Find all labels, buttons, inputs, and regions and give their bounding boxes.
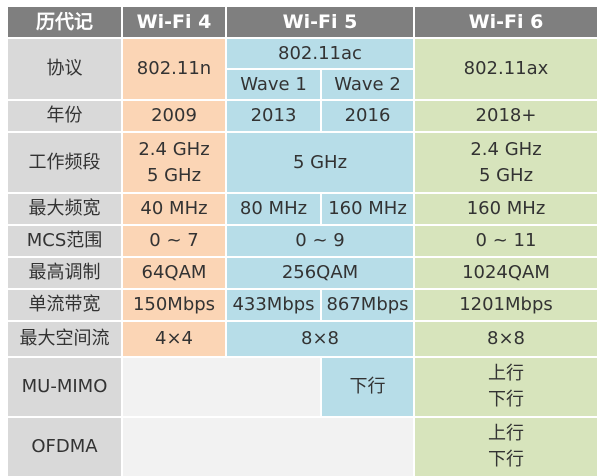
direction-down: 下行 (488, 389, 524, 410)
cell-wave2: Wave 2 (322, 70, 413, 99)
header-wifi4: Wi-Fi 4 (123, 7, 225, 37)
header-wifi6: Wi-Fi 6 (415, 7, 597, 37)
cell-year-wave1: 2013 (227, 101, 320, 131)
cell-mcs-wifi4: 0 ~ 7 (123, 226, 225, 256)
cell-bandwidth-wifi4: 40 MHz (123, 194, 225, 224)
header-wifi5: Wi-Fi 5 (227, 7, 413, 37)
cell-modulation-wifi6: 1024QAM (415, 258, 597, 288)
cell-ofdma-wifi6: 上行 下行 (415, 418, 597, 476)
row-label-stream-rate: 单流带宽 (8, 290, 121, 320)
row-label-ofdma: OFDMA (8, 418, 121, 476)
row-label-spatial: 最大空间流 (8, 322, 121, 356)
cell-mumimo-wifi6: 上行 下行 (415, 358, 597, 416)
cell-modulation-wifi5: 256QAM (227, 258, 413, 288)
cell-ofdma-empty (123, 418, 413, 476)
cell-band-wifi4: 2.4 GHz 5 GHz (123, 133, 225, 192)
cell-protocol-wifi4: 802.11n (123, 39, 225, 99)
cell-protocol-wifi5: 802.11ac (227, 39, 413, 68)
band-value: 5 GHz (146, 164, 202, 186)
cell-bandwidth-wave2: 160 MHz (322, 194, 413, 224)
cell-year-wifi4: 2009 (123, 101, 225, 131)
cell-mumimo-empty (123, 358, 320, 416)
cell-mcs-wifi5: 0 ~ 9 (227, 226, 413, 256)
cell-bandwidth-wifi6: 160 MHz (415, 194, 597, 224)
direction-up: 上行 (488, 423, 524, 444)
row-label-bandwidth: 最大频宽 (8, 194, 121, 224)
direction-down: 下行 (488, 449, 524, 470)
cell-year-wave2: 2016 (322, 101, 413, 131)
row-label-band: 工作频段 (8, 133, 121, 192)
cell-band-wifi6: 2.4 GHz 5 GHz (415, 133, 597, 192)
cell-year-wifi6: 2018+ (415, 101, 597, 131)
row-label-modulation: 最高调制 (8, 258, 121, 288)
band-value: 5 GHz (478, 164, 534, 186)
cell-spatial-wifi6: 8×8 (415, 322, 597, 356)
band-value: 2.4 GHz (138, 138, 210, 160)
cell-rate-wave2: 867Mbps (322, 290, 413, 320)
row-label-mumimo: MU-MIMO (8, 358, 121, 416)
cell-wave1: Wave 1 (227, 70, 320, 99)
cell-spatial-wifi4: 4×4 (123, 322, 225, 356)
direction-up: 上行 (488, 363, 524, 384)
cell-band-wifi5: 5 GHz (227, 133, 413, 192)
cell-spatial-wifi5: 8×8 (227, 322, 413, 356)
cell-mumimo-wave2: 下行 (322, 358, 413, 416)
cell-protocol-wifi6: 802.11ax (415, 39, 597, 99)
band-value: 2.4 GHz (470, 138, 542, 160)
cell-rate-wifi4: 150Mbps (123, 290, 225, 320)
cell-modulation-wifi4: 64QAM (123, 258, 225, 288)
header-generation: 历代记 (8, 7, 121, 37)
cell-mcs-wifi6: 0 ~ 11 (415, 226, 597, 256)
row-label-year: 年份 (8, 101, 121, 131)
cell-bandwidth-wave1: 80 MHz (227, 194, 320, 224)
row-label-protocol: 协议 (8, 39, 121, 99)
wifi-comparison-table: 历代记 Wi-Fi 4 Wi-Fi 5 Wi-Fi 6 协议 802.11n 8… (8, 7, 597, 476)
cell-rate-wave1: 433Mbps (227, 290, 320, 320)
cell-rate-wifi6: 1201Mbps (415, 290, 597, 320)
row-label-mcs: MCS范围 (8, 226, 121, 256)
